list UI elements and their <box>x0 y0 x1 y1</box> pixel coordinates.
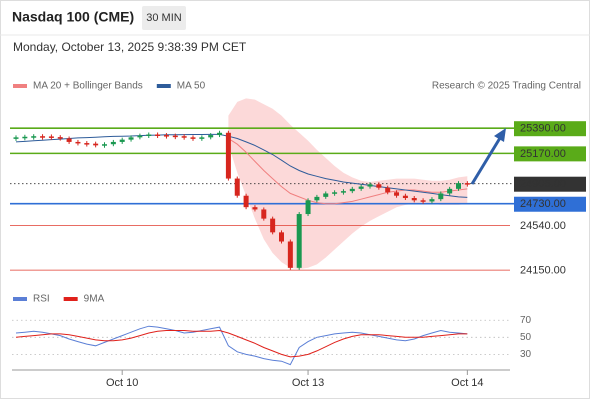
candle <box>75 141 81 144</box>
indicator-line <box>15 325 468 366</box>
level-box <box>514 121 586 137</box>
indicator-line <box>15 329 468 358</box>
candle <box>13 137 19 139</box>
candle <box>438 193 444 200</box>
candle <box>93 143 99 146</box>
x-tick-label: Oct 10 <box>106 377 138 389</box>
level-label: 24730.00 <box>520 198 566 210</box>
chart-title: Nasdaq 100 (CME) <box>12 9 134 25</box>
candle <box>40 136 46 138</box>
legend-label: MA 20 + Bollinger Bands <box>33 81 143 92</box>
candle <box>146 134 152 136</box>
candle <box>305 200 311 215</box>
level-label: 25170.00 <box>520 148 566 160</box>
y-tick-label: 30 <box>520 349 532 360</box>
candle <box>402 195 408 199</box>
candle <box>48 136 54 138</box>
candle <box>119 139 125 142</box>
legend-swatch <box>13 84 27 88</box>
candle <box>358 186 364 189</box>
candle <box>243 195 249 208</box>
level-label: 24905.00 <box>520 178 566 190</box>
candle <box>279 232 284 242</box>
bollinger-band <box>228 98 468 270</box>
candle <box>22 136 28 139</box>
candle <box>163 135 169 137</box>
level-box <box>514 176 586 192</box>
level-label: 24540.00 <box>520 220 566 232</box>
candle <box>323 193 329 197</box>
source: Research © 2025 Trading Central <box>432 81 581 92</box>
candle <box>225 132 231 179</box>
candle <box>296 214 302 268</box>
candle <box>376 184 382 188</box>
candle <box>261 209 267 219</box>
candle <box>31 136 37 138</box>
subtitle: Monday, October 13, 2025 9:38:39 PM CET <box>13 40 247 54</box>
candle <box>447 188 453 194</box>
candle <box>349 188 355 192</box>
candle <box>137 135 143 138</box>
timeframe-label[interactable]: 30 MIN <box>146 12 182 24</box>
candle <box>394 192 400 196</box>
candle <box>102 144 107 146</box>
legend-label: RSI <box>33 294 50 305</box>
candle <box>314 196 320 201</box>
candle <box>340 191 346 193</box>
candle <box>234 178 240 196</box>
ma-line <box>15 133 468 198</box>
candle <box>367 184 373 187</box>
candle <box>332 192 338 194</box>
candle <box>84 143 90 145</box>
candle <box>199 137 205 139</box>
level-label: 24150.00 <box>520 265 566 277</box>
candle <box>57 137 63 139</box>
candle <box>66 138 72 142</box>
candle <box>190 137 196 139</box>
x-tick-label: Oct 14 <box>451 377 483 389</box>
level-label: 25390.00 <box>520 123 566 135</box>
candle <box>155 134 161 136</box>
forecast-arrow <box>470 137 502 185</box>
candle <box>208 135 214 138</box>
candle <box>128 137 134 140</box>
legend-swatch <box>13 297 27 301</box>
y-tick-label: 70 <box>520 315 532 326</box>
candle <box>172 135 178 138</box>
legend-swatch <box>156 84 171 88</box>
candle <box>464 183 470 185</box>
timeframe-button[interactable] <box>142 6 186 30</box>
candle <box>181 136 187 138</box>
candle <box>456 183 461 189</box>
candle <box>110 141 116 145</box>
legend-label: MA 50 <box>177 81 206 92</box>
ma-line <box>228 138 468 205</box>
candle <box>217 132 223 136</box>
candle <box>420 200 426 202</box>
candle <box>270 218 276 233</box>
legend-swatch <box>63 297 78 301</box>
candle <box>252 207 258 210</box>
candle <box>385 187 391 193</box>
candle <box>411 198 417 201</box>
level-box <box>514 196 586 212</box>
legend-label: 9MA <box>84 294 105 305</box>
forecast-arrowhead <box>494 128 506 142</box>
candle <box>429 199 435 202</box>
candle <box>287 241 293 268</box>
level-box <box>514 146 586 162</box>
y-tick-label: 50 <box>520 332 532 343</box>
x-tick-label: Oct 13 <box>292 377 324 389</box>
